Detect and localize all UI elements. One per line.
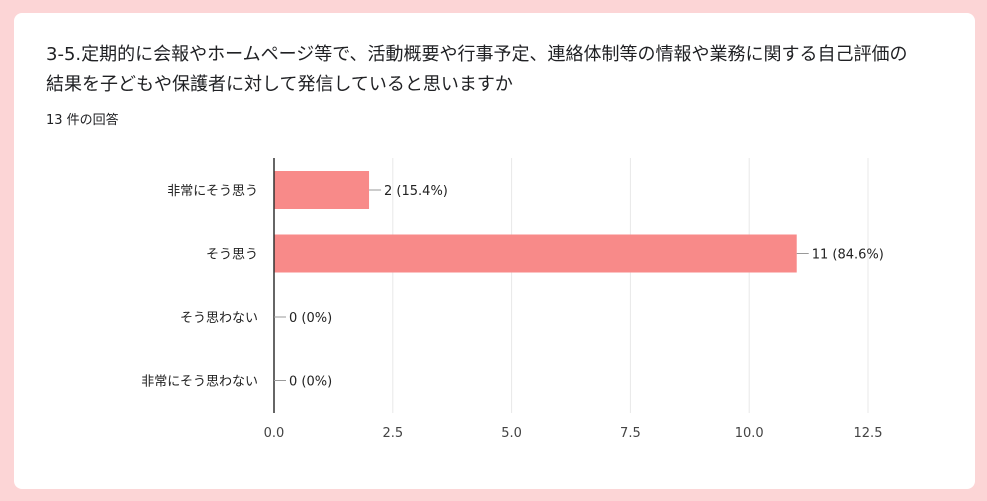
data-label: 11 (84.6%) (812, 248, 884, 263)
bar-chart: 0.0 2.5 5.0 7.5 10.0 12.5 非常にそう思う 2 (15.4%) そう思う… (141, 158, 884, 441)
response-card: 3-5.定期的に会報やホームページ等で、活動概要や行事予定、連絡体制等の情報や業… (14, 13, 975, 489)
data-label: 0 (0%) (289, 311, 332, 326)
category-label: 非常にそう思わない (141, 375, 258, 390)
x-tick-label: 10.0 (735, 426, 764, 441)
x-tick-label: 12.5 (854, 426, 883, 441)
bars (274, 171, 797, 273)
question-title: 3-5.定期的に会報やホームページ等で、活動概要や行事予定、連絡体制等の情報や業… (46, 44, 908, 95)
grid-lines (392, 158, 869, 413)
data-label: 2 (15.4%) (384, 184, 448, 199)
category-label: そう思わない (180, 311, 258, 326)
x-tick-label: 5.0 (501, 426, 522, 441)
category-label: 非常にそう思う (167, 184, 258, 199)
bar (274, 234, 797, 273)
response-count: 13 件の回答 (46, 113, 119, 128)
data-label: 0 (0%) (289, 375, 332, 390)
bar (274, 171, 370, 209)
x-tick-label: 2.5 (382, 426, 403, 441)
x-tick-label: 0.0 (264, 426, 285, 441)
x-tick-label: 7.5 (620, 426, 641, 441)
category-label: そう思う (206, 248, 258, 263)
labels: 0.0 2.5 5.0 7.5 10.0 12.5 非常にそう思う 2 (15.4%) そう思う… (141, 184, 884, 441)
